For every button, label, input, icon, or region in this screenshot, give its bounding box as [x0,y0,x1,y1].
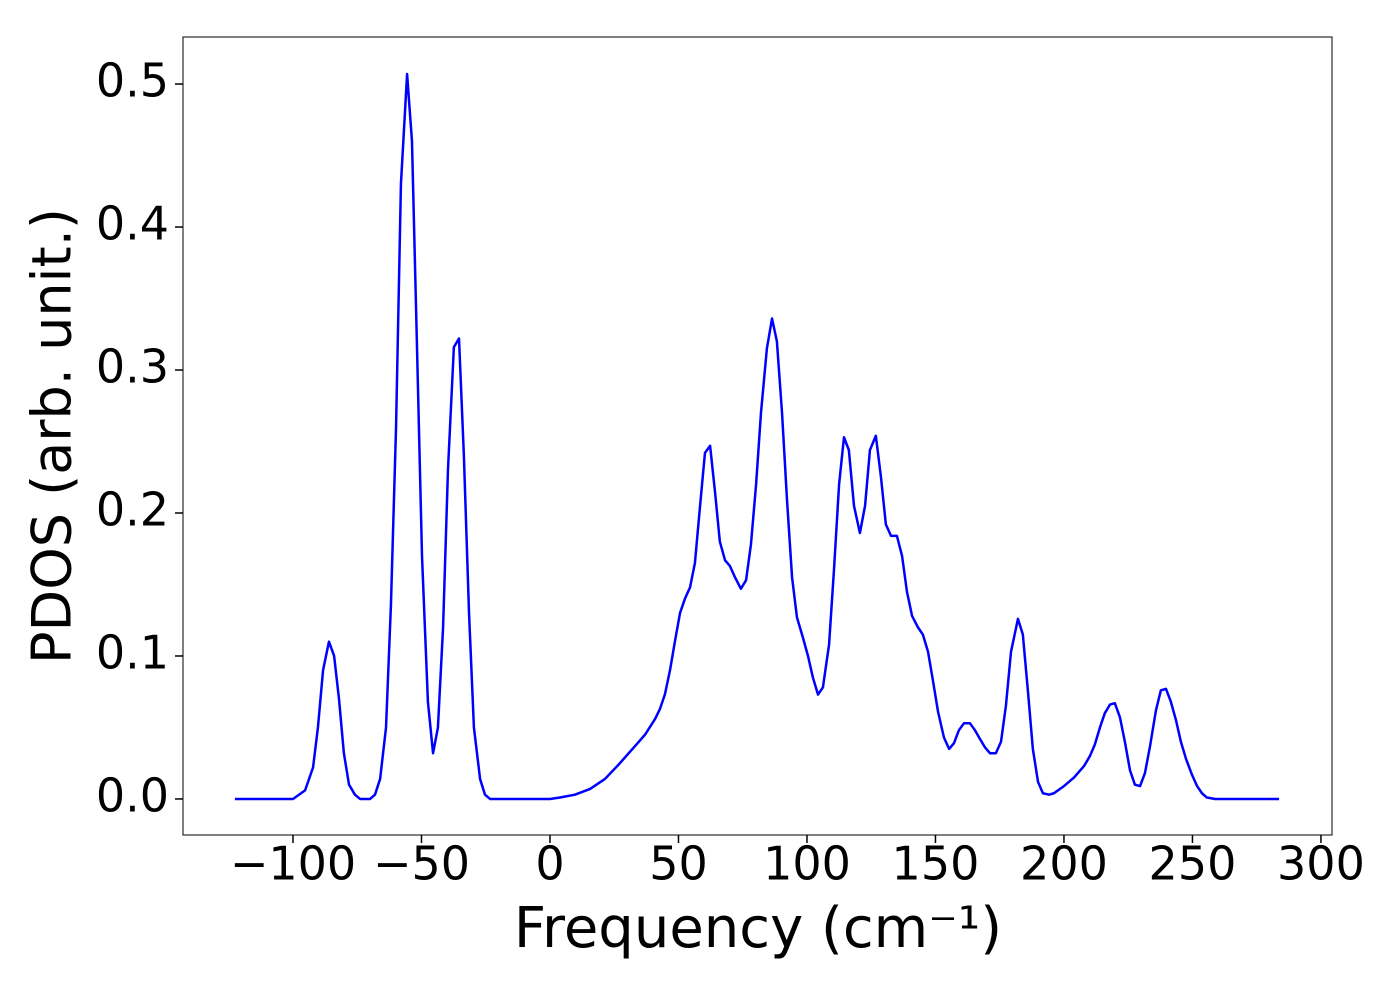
y-tick-label: 0.3 [96,340,169,394]
x-tick-label: 250 [1149,837,1237,891]
x-tick-label: 200 [1020,837,1108,891]
x-tick-label: −100 [230,837,356,891]
y-tick-label: 0.4 [96,197,169,251]
x-tick-label: 300 [1277,837,1365,891]
x-tick-label: 50 [649,837,708,891]
y-axis-label: PDOS (arb. unit.) [21,208,84,664]
y-tick-label: 0.0 [96,768,169,822]
x-tick-label: 100 [763,837,851,891]
data-line [234,72,1280,801]
y-tick-label: 0.1 [96,625,169,679]
x-tick-label: −50 [373,837,470,891]
x-tick-label: 0 [535,837,564,891]
x-axis-label: Frequency (cm⁻¹) [514,896,1002,961]
x-tick-label: 150 [892,837,980,891]
plot-frame [182,36,1333,836]
y-tick-label: 0.2 [96,482,169,536]
y-tick-label: 0.5 [96,54,169,108]
